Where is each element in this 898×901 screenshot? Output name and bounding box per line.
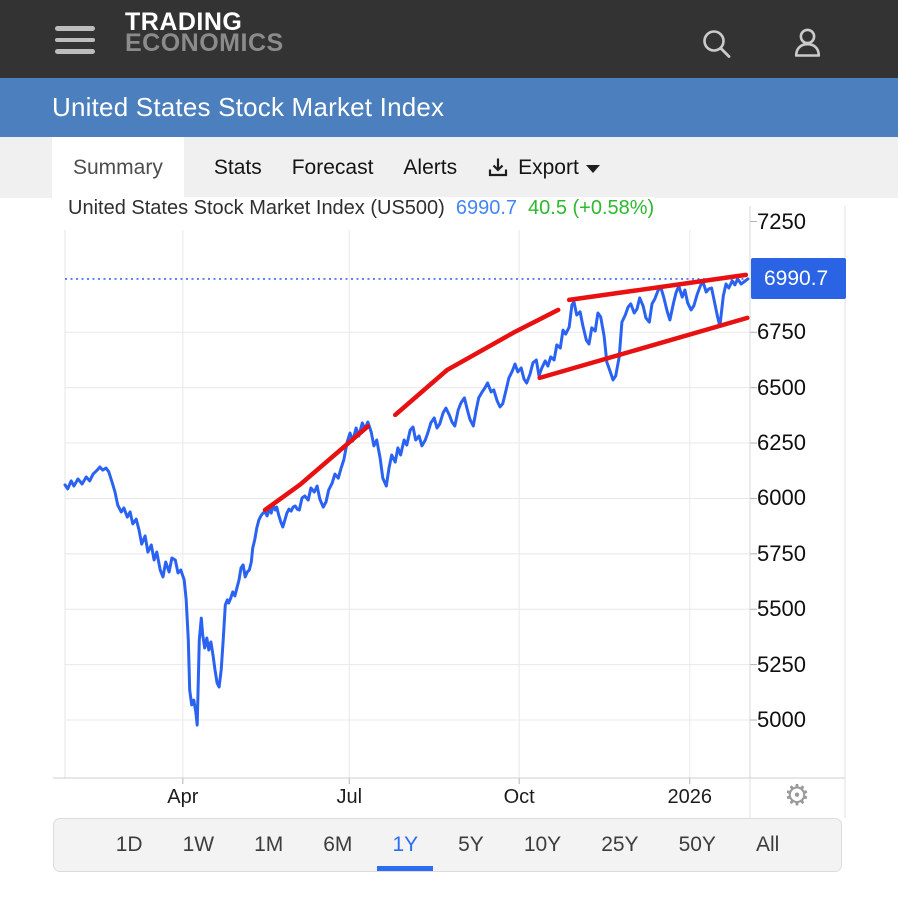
- search-icon[interactable]: [699, 27, 735, 63]
- tab-alerts[interactable]: Alerts: [403, 155, 458, 179]
- chart-change: 40.5 (+0.58%): [528, 197, 655, 219]
- hamburger-bar: [55, 26, 95, 31]
- menu-hamburger-icon[interactable]: [55, 26, 95, 54]
- tab-bar: Summary Stats Forecast Alerts Export: [0, 137, 898, 198]
- range-button-1y[interactable]: 1Y: [377, 819, 434, 871]
- x-axis-label: Oct: [503, 786, 535, 808]
- trend-line-channel-upper: [566, 272, 749, 303]
- settings-gear-icon[interactable]: ⚙: [784, 780, 810, 812]
- brand-logo[interactable]: TRADING ECONOMICS: [125, 8, 284, 57]
- download-icon: [489, 158, 508, 176]
- y-axis-label: 6250: [757, 430, 806, 456]
- range-button-1w[interactable]: 1W: [182, 833, 215, 856]
- x-axis-label: 2026: [667, 786, 712, 808]
- y-axis-label: 6750: [757, 319, 806, 345]
- range-button-5y[interactable]: 5Y: [458, 833, 484, 856]
- brand-line1: TRADING: [125, 8, 243, 36]
- trend-line-uptrend-2: [392, 307, 561, 418]
- range-button-6m[interactable]: 6M: [323, 833, 353, 856]
- x-axis-label: Apr: [167, 786, 199, 808]
- range-button-10y[interactable]: 10Y: [523, 833, 562, 856]
- hamburger-bar: [55, 49, 95, 54]
- y-axis-label: 7250: [757, 208, 806, 234]
- y-axis-label: 5000: [757, 707, 806, 732]
- chart-title-row: United States Stock Market Index (US500)…: [68, 197, 655, 220]
- price-line-series: [63, 277, 750, 727]
- y-axis-label: 6500: [757, 374, 806, 400]
- range-button-1d[interactable]: 1D: [115, 833, 143, 856]
- range-button-1m[interactable]: 1M: [254, 833, 284, 856]
- y-axis-label: 5250: [757, 651, 806, 677]
- y-axis-label: 5750: [757, 540, 806, 566]
- tab-stats[interactable]: Stats: [213, 155, 262, 179]
- tab-forecast[interactable]: Forecast: [291, 155, 374, 179]
- range-selector-bar: 1D 1W 1M 6M 1Y 5Y 10Y 25Y 50Y All: [53, 818, 842, 872]
- tab-summary[interactable]: Summary: [52, 137, 184, 198]
- chart-last-price: 6990.7: [455, 197, 518, 219]
- range-button-all[interactable]: All: [755, 833, 780, 856]
- brand-line2: ECONOMICS: [125, 29, 284, 57]
- hamburger-bar: [55, 37, 95, 42]
- price-chart: United States Stock Market Index (US500)…: [0, 197, 898, 818]
- y-axis-label: 5500: [757, 596, 806, 622]
- range-button-50y[interactable]: 50Y: [678, 833, 716, 856]
- chevron-down-icon: [585, 165, 600, 173]
- page-title: United States Stock Market Index: [52, 92, 445, 122]
- export-label: Export: [518, 155, 579, 179]
- page-title-banner: United States Stock Market Index: [0, 78, 898, 137]
- range-button-25y[interactable]: 25Y: [601, 833, 639, 856]
- active-range-underline: [377, 866, 434, 871]
- trend-line-channel-lower: [537, 315, 750, 381]
- y-axis-label: 6000: [757, 485, 806, 511]
- user-icon[interactable]: [790, 26, 826, 62]
- x-axis-label: Jul: [336, 786, 363, 808]
- app-header: TRADING ECONOMICS: [0, 0, 898, 78]
- export-button[interactable]: Export: [487, 137, 600, 198]
- trend-line-uptrend-1: [262, 424, 371, 513]
- chart-instrument-name: United States Stock Market Index (US500): [68, 197, 445, 219]
- current-price-badge: 6990.7: [751, 258, 846, 299]
